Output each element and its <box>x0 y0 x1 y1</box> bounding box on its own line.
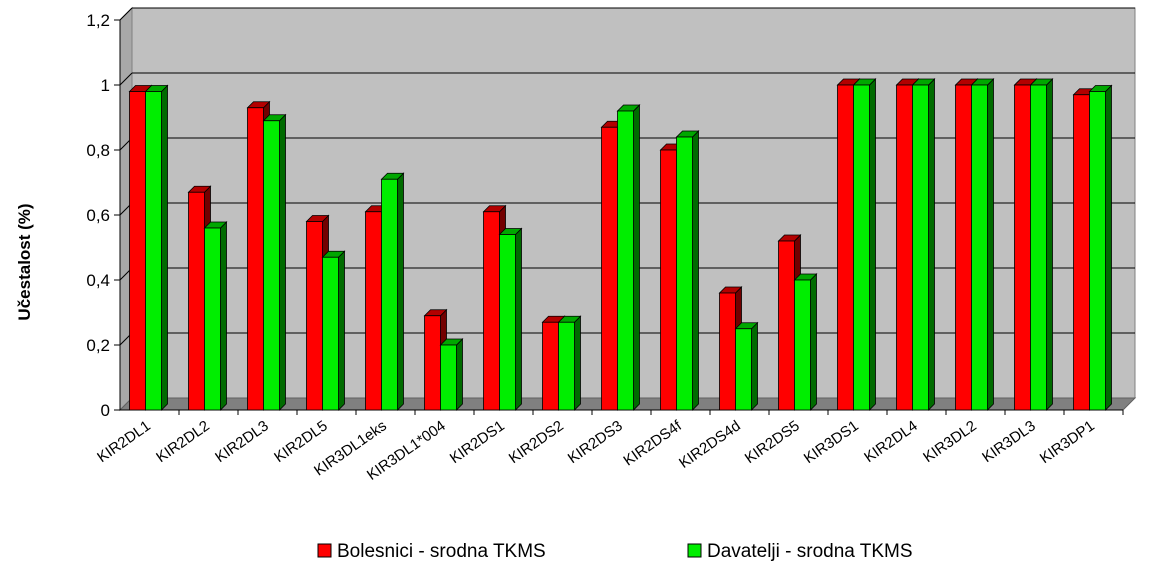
x-tick-label: KIR2DS4d <box>676 417 744 472</box>
y-tick-label: 1 <box>101 76 110 95</box>
legend-swatch <box>317 543 332 558</box>
x-tick-label: KIR2DS3 <box>565 417 626 467</box>
bar <box>262 113 287 411</box>
y-tick-label: 0,2 <box>86 336 110 355</box>
x-tick-label: KIR3DL3 <box>979 417 1039 466</box>
legend-item: Bolesnici - srodna TKMS <box>317 541 546 562</box>
x-tick-label: KIR3DS1 <box>801 417 862 467</box>
bar <box>439 338 464 411</box>
bar <box>321 250 346 411</box>
legend-label: Davatelji - srodna TKMS <box>707 541 913 562</box>
bar <box>1029 78 1054 411</box>
bar <box>970 78 995 411</box>
bar <box>203 221 228 411</box>
x-tick-label: KIR2DS2 <box>506 417 567 467</box>
legend: Bolesnici - srodna TKMS Davatelji - srodn… <box>317 541 913 562</box>
x-tick-label: KIR2DS4f <box>620 417 685 470</box>
x-tick-label: KIR2DL1 <box>94 417 154 466</box>
y-tick-label: 0,8 <box>86 141 110 160</box>
bar <box>734 321 759 411</box>
bar <box>911 78 936 411</box>
bar <box>1088 84 1113 411</box>
bar <box>144 84 169 411</box>
legend-swatch <box>687 543 702 558</box>
y-tick-label: 0,4 <box>86 271 110 290</box>
bar <box>380 172 405 411</box>
legend-item: Davatelji - srodna TKMS <box>687 541 913 562</box>
bar <box>675 130 700 411</box>
x-tick-label: KIR2DS5 <box>742 417 803 467</box>
x-tick-label: KIR2DL2 <box>153 417 213 466</box>
gridline-side <box>119 7 133 21</box>
x-tick-label: KIR2DL3 <box>212 417 272 466</box>
y-axis-title: Učestalost (%) <box>15 203 34 320</box>
y-tick-label: 0,6 <box>86 206 110 225</box>
bar <box>793 273 818 411</box>
x-tick-label: KIR3DL2 <box>920 417 980 466</box>
x-tick-label: KIR2DS1 <box>447 417 508 467</box>
x-axis-labels: KIR2DL1 KIR2DL2 KIR2DL3 KIR2DL5KIR3DL1eksKI… <box>94 410 1124 484</box>
x-tick-label: KIR3DP1 <box>1037 417 1098 467</box>
y-tick-label: 0 <box>101 401 110 420</box>
legend-label: Bolesnici - srodna TKMS <box>337 541 546 562</box>
x-tick-label: KIR2DL4 <box>861 417 921 466</box>
bar <box>852 78 877 411</box>
bars <box>128 78 1113 411</box>
y-tick-label: 1,2 <box>86 11 110 30</box>
gridline-side <box>119 72 133 86</box>
bar <box>616 104 641 411</box>
bar <box>557 315 582 411</box>
bar <box>498 227 523 411</box>
